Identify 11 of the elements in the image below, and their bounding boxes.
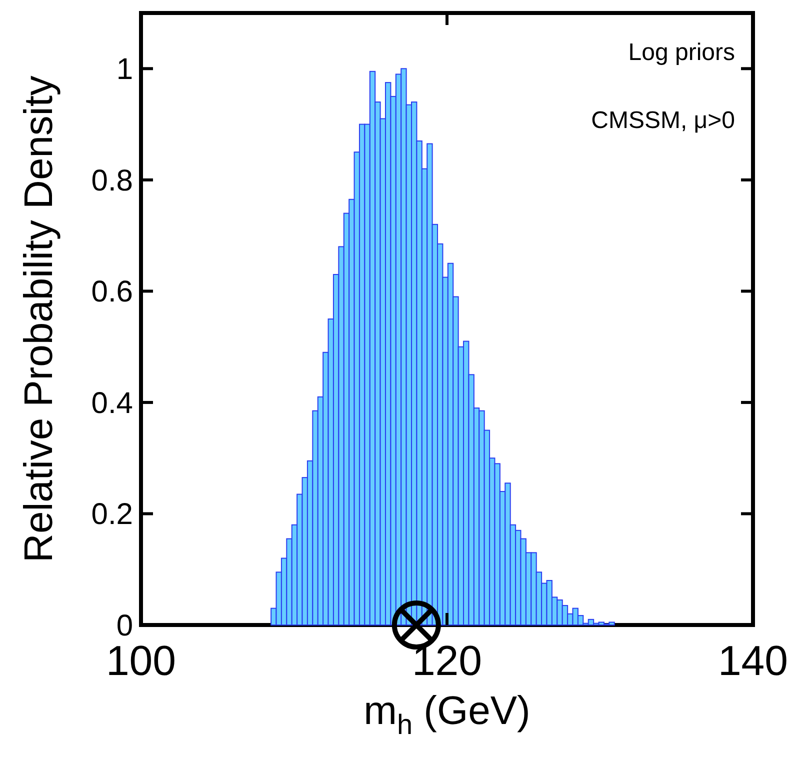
x-axis-title: m$_{h}$ (GeV) xyxy=(364,689,530,740)
annotation: CMSSM, μ>0 xyxy=(591,107,735,134)
annotation: Log priors xyxy=(628,39,735,66)
x-tick-label: 140 xyxy=(718,637,788,684)
y-axis-title: Relative Probability Density xyxy=(17,76,61,562)
x-tick-label: 120 xyxy=(412,637,482,684)
y-tick-label: 0.2 xyxy=(91,498,133,532)
y-tick-label: 1 xyxy=(116,53,133,86)
y-tick-label: 0.8 xyxy=(91,164,133,198)
y-tick-label: 0.6 xyxy=(91,276,133,309)
y-tick-label: 0.4 xyxy=(91,386,133,420)
